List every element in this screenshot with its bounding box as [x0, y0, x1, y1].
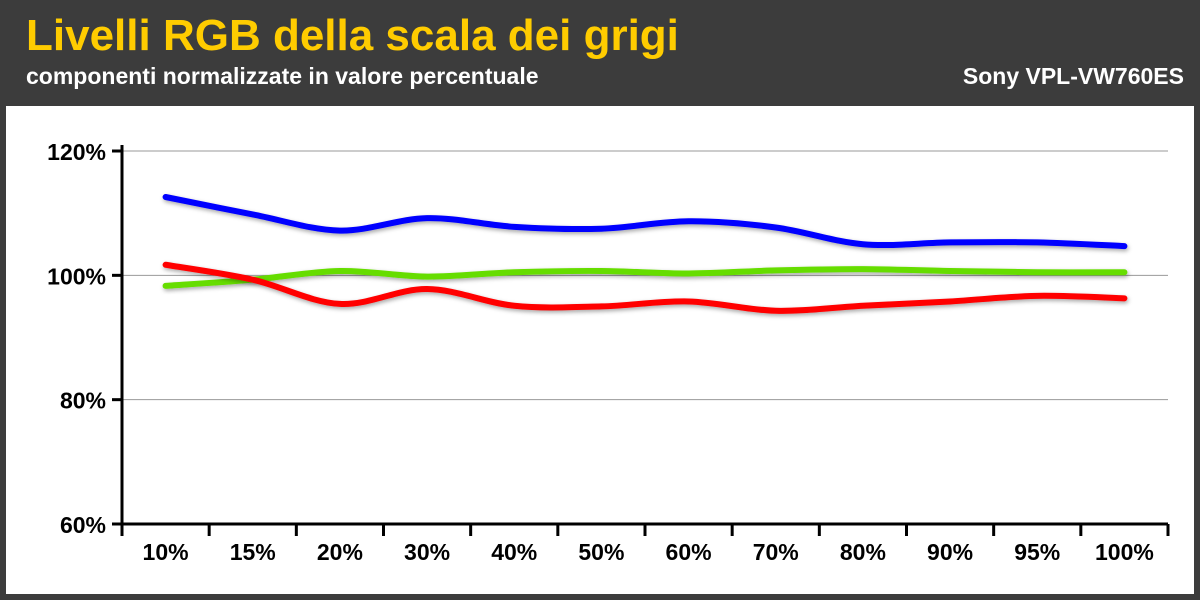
x-tick-label: 100% [1095, 539, 1154, 565]
axes [112, 145, 1170, 536]
series-line-red [162, 261, 1128, 314]
x-tick-label: 80% [840, 539, 886, 565]
x-tick-label: 40% [491, 539, 537, 565]
x-tick-label: 70% [753, 539, 799, 565]
chart-header: Livelli RGB della scala dei grigi compon… [0, 0, 1200, 102]
series-line-green [162, 266, 1128, 289]
chart-title: Livelli RGB della scala dei grigi [26, 11, 679, 60]
series-lines [162, 194, 1128, 314]
y-tick-label: 80% [60, 388, 106, 414]
x-tick-label: 30% [404, 539, 450, 565]
device-model-label: Sony VPL-VW760ES [962, 63, 1184, 89]
x-tick-label: 60% [666, 539, 712, 565]
chart-subtitle: componenti normalizzate in valore percen… [26, 63, 539, 89]
chart-panel [6, 106, 1194, 594]
x-tick-label: 90% [927, 539, 973, 565]
x-tick-label: 10% [143, 539, 189, 565]
series-line-blue [162, 194, 1128, 250]
x-tick-label: 95% [1014, 539, 1060, 565]
x-tick-label: 20% [317, 539, 363, 565]
y-tick-label: 120% [47, 139, 106, 165]
y-tick-label: 60% [60, 512, 106, 538]
x-tick-label: 50% [578, 539, 624, 565]
x-tick-label: 15% [230, 539, 276, 565]
tick-labels: 60% 80% 100% 120% 10% 15% 20% 30% 40% 50% 60% 70% 80… [47, 139, 1154, 565]
y-tick-label: 100% [47, 263, 106, 289]
